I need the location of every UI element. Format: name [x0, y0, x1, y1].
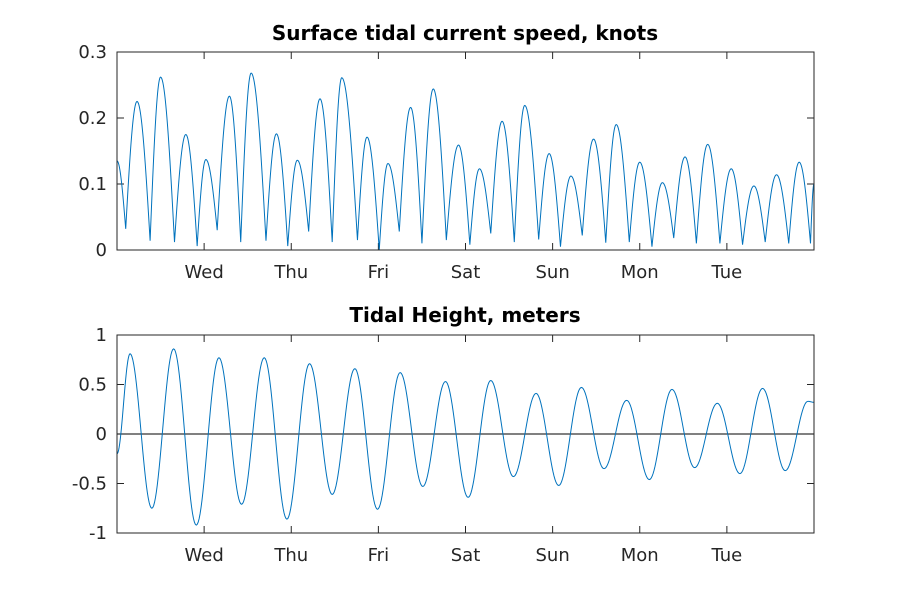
series-line [116, 72, 815, 251]
x-tick-label: Mon [621, 545, 659, 566]
x-tick-label: Tue [711, 545, 743, 566]
x-tick-label: Fri [368, 545, 389, 566]
x-tick-label: Thu [273, 545, 308, 566]
y-tick-label: -1 [89, 523, 107, 544]
y-tick-label: 0.1 [78, 174, 107, 195]
y-tick-label: -0.5 [72, 474, 107, 495]
y-tick-label: 0.5 [78, 375, 107, 396]
x-tick-label: Wed [185, 545, 224, 566]
y-tick-label: 0.2 [78, 108, 107, 129]
series-layer [116, 348, 814, 526]
y-tick-label: 0.3 [78, 42, 107, 63]
tidal-height-chart: Tidal Height, meters Wed Thu Fri Sat Sun Mon T… [72, 303, 815, 566]
y-tick-label: 0 [96, 424, 107, 445]
x-tick-label: Tue [711, 262, 743, 283]
ticks-layer: Wed Thu Fri Sat Sun Mon Tue 1 0.5 0 -0.5 -1 [72, 325, 814, 566]
x-tick-label: Fri [368, 262, 389, 283]
series-layer [116, 72, 815, 251]
x-tick-label: Sat [451, 262, 481, 283]
ticks-layer: Wed Thu Fri Sat Sun Mon Tue 0 0.1 0.2 0.3 [78, 42, 814, 283]
x-tick-label: Sun [536, 262, 570, 283]
axes-box [116, 51, 815, 251]
x-tick-label: Sun [536, 545, 570, 566]
y-tick-label: 1 [96, 325, 107, 346]
chart-title: Surface tidal current speed, knots [272, 21, 658, 45]
series-line [116, 348, 814, 526]
x-tick-label: Wed [185, 262, 224, 283]
x-tick-label: Sat [451, 545, 481, 566]
x-tick-label: Mon [621, 262, 659, 283]
current-speed-chart: Surface tidal current speed, knots Wed Th… [78, 21, 815, 283]
y-tick-label: 0 [96, 240, 107, 261]
axes-box [116, 334, 815, 534]
chart-title: Tidal Height, meters [349, 303, 580, 327]
x-tick-label: Thu [273, 262, 308, 283]
